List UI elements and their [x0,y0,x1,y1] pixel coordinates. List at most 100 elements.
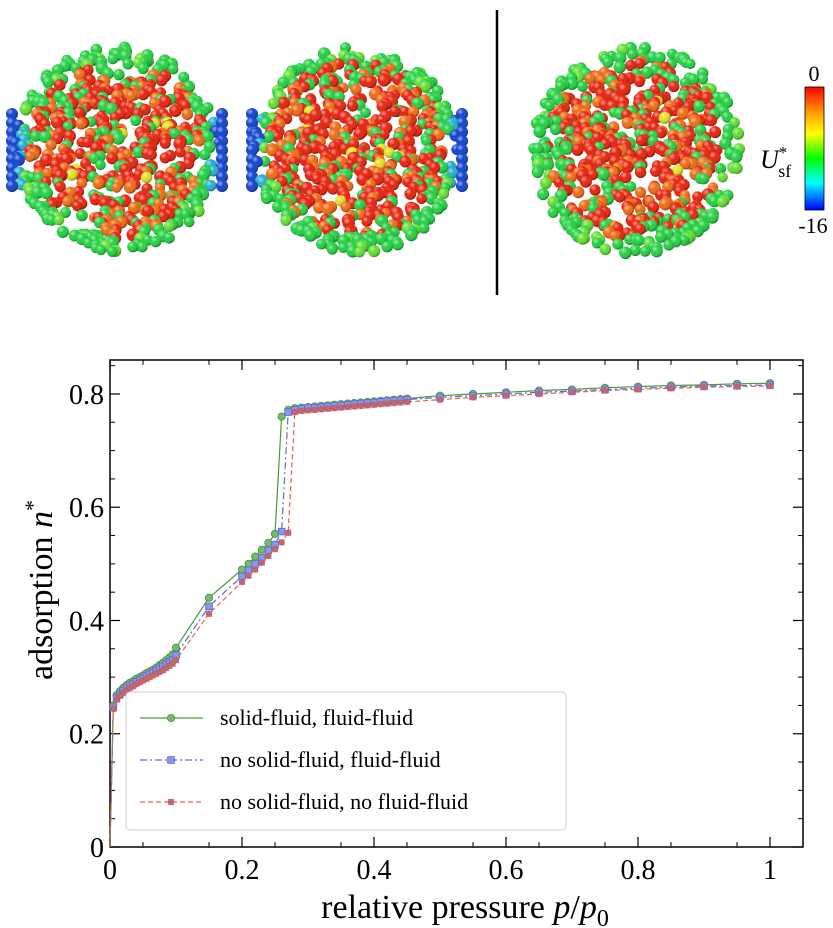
particle-shade [141,204,155,218]
y-axis-title-var: n [23,511,60,528]
data-point [317,405,325,413]
data-point [502,392,510,400]
particle-shade [635,135,647,147]
particle-shade [95,244,107,256]
particle-shade [419,80,432,93]
data-point [311,406,318,414]
adsorption-chart: 0 0.2 0.4 0.6 0.8 1 0 0.2 0.4 0.6 0.8 relative pre… [20,359,804,928]
particle-shade [107,53,119,65]
data-point [205,610,213,618]
particle-shade [456,117,468,129]
particle-shade [589,184,601,196]
data-point [271,545,279,553]
legend-marker-3 [167,798,175,806]
data-point [601,387,609,394]
y-tick-label: 0.4 [69,606,104,637]
particle-shade [199,149,211,161]
particle-shade [53,215,65,226]
particle-shade [265,167,279,181]
particle-snapshot-right [528,41,745,260]
particle-shade [650,245,663,258]
particle-shade [639,245,651,257]
legend-marker-2 [167,756,175,764]
particle-shade [29,130,42,142]
particle-shade [705,114,718,127]
data-point [298,407,305,415]
particle-shade [354,246,365,258]
y-tick-label: 0.6 [69,493,104,524]
particle-shade [167,63,179,75]
particle-shade [130,115,142,126]
particle-shade [731,127,745,140]
data-point [436,396,444,404]
particle-shade [51,64,64,77]
particle-shade [404,124,417,138]
particle-shade [658,111,671,124]
particle-shade [56,225,69,238]
particle-shade [216,126,228,138]
particle-snapshot-left [6,41,228,257]
particle-shade [24,151,36,162]
data-point [172,656,180,664]
particle-shade [571,143,584,156]
particle-shade [431,202,444,215]
particle-shade [577,81,588,92]
data-point [284,529,292,537]
legend: solid-fluid, fluid-fluid no solid-fluid, … [125,691,567,831]
series-markers [109,379,775,713]
data-point [265,552,272,560]
particle-shade [192,205,205,218]
data-point [238,572,246,581]
x-tick-label: 0.4 [357,855,392,886]
colorbar-title-sub: sf [778,161,791,181]
particle-shade [277,76,290,89]
particle-shade [61,196,73,207]
particle-shade [183,216,195,228]
particle-shade [438,188,450,200]
colorbar-top-label: 0 [809,61,820,86]
particle-shade [627,48,638,60]
data-point [251,560,259,568]
particle-shade [111,182,122,193]
y-tick-label: 0.2 [69,720,104,751]
particle-shade [533,125,546,138]
particle-shade [619,246,632,260]
particle-shade [684,58,696,70]
data-point [278,538,285,546]
particle-shade [633,234,645,246]
x-tick-label: 1 [763,855,777,886]
particle-shade [169,105,182,117]
data-point [270,529,280,538]
particle-shade [658,197,672,211]
data-point [469,393,477,401]
particle-shade [405,228,418,242]
series-points-1 [109,379,775,710]
particle-shade [181,108,194,120]
particle-shade [146,149,157,161]
particle-shade [537,188,550,201]
data-point [324,405,332,413]
particle-shade [340,201,351,213]
data-point [370,401,378,409]
particle-shade [159,138,171,149]
particle-shade [40,186,53,200]
particle-shade [76,209,88,222]
particle-shade [633,76,645,88]
particle-shade [316,238,327,250]
particle-shade [106,246,118,257]
data-point [634,386,642,393]
particle-shade [125,90,137,102]
particle-shade [579,175,592,188]
particle-shade [377,74,391,87]
data-point [766,382,774,390]
particle-shade [6,108,18,120]
data-point [244,566,253,574]
particle-shade [65,168,78,181]
particle-shade [6,126,18,138]
x-tick-label: 0.2 [225,855,260,886]
particle-shade [12,153,25,166]
data-point [205,602,213,611]
particle-shade [602,56,614,68]
particle-shade [82,137,93,148]
particle-shade [60,152,73,166]
